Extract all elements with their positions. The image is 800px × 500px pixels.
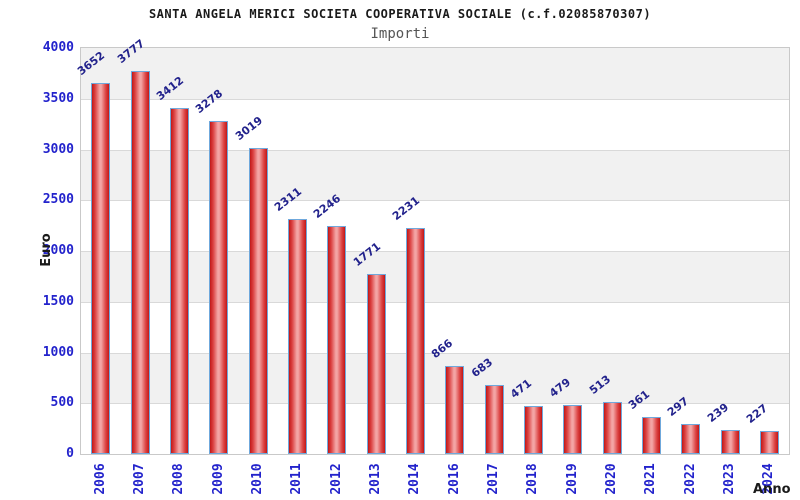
bar [209,121,229,454]
plot-band [81,251,789,302]
gridline [81,251,789,252]
x-tick-label: 2014 [407,463,423,495]
y-axis-title: Euro [39,233,54,267]
gridline [81,301,789,303]
bar [484,384,504,454]
plot-band [81,403,789,454]
y-tick-label: 1000 [42,344,74,360]
plot-band [81,301,789,353]
bar [130,70,150,454]
x-tick-label: 2008 [171,463,187,495]
plot-band [81,149,789,201]
x-tick-label: 2012 [328,463,344,495]
bar [602,401,622,454]
gridline [81,200,789,202]
x-axis-title: Anno [753,482,791,497]
bar [563,405,583,454]
y-tick-label: 1500 [42,293,74,309]
y-tick-label: 500 [50,395,74,411]
y-tick-label: 0 [66,446,74,461]
x-tick-label: 2020 [604,463,619,495]
x-tick-label: 2021 [643,463,659,495]
plot-band [81,352,789,404]
x-tick-label: 2011 [289,463,305,495]
x-tick-label: 2009 [210,463,226,495]
bar [405,227,425,454]
bar [759,430,779,454]
bar [248,147,268,454]
plot-band [81,98,789,150]
x-tick-label: 2018 [525,463,541,495]
bar [366,274,386,454]
x-tick-label: 2019 [564,463,580,495]
x-tick-label: 2010 [250,463,265,495]
plot-band [81,200,789,251]
x-tick-label: 2013 [368,463,383,495]
x-tick-label: 2006 [92,463,108,495]
bar [327,226,347,454]
y-tick-label: 3000 [42,141,74,157]
bar [681,423,701,454]
bar [169,107,189,454]
bar [523,406,543,454]
y-tick-label: 2500 [42,192,74,208]
x-tick-label: 2007 [132,463,147,495]
gridline [81,352,789,354]
chart-title: SANTA ANGELA MERICI SOCIETA COOPERATIVA … [148,7,652,21]
y-tick-label: 2000 [42,243,74,258]
plot-band [81,48,789,99]
bar [720,429,740,454]
bar [287,219,307,454]
y-tick-label: 4000 [42,40,74,55]
bar [641,417,661,454]
plot-area: 3652 3777 3412 3278 3019 2311 2246 1771 2231 866 6… [75,37,790,455]
x-tick-label: 2022 [682,463,698,495]
x-tick-label: 2023 [722,463,737,495]
chart-subtitle: Importi [370,26,430,42]
x-tick-label: 2017 [486,463,501,495]
y-tick-label: 3500 [42,90,74,106]
x-tick-label: 2016 [446,463,462,495]
gridline [81,149,789,151]
gridline [81,98,789,100]
gridline [81,403,789,405]
bar [91,83,111,454]
bar [445,366,465,454]
